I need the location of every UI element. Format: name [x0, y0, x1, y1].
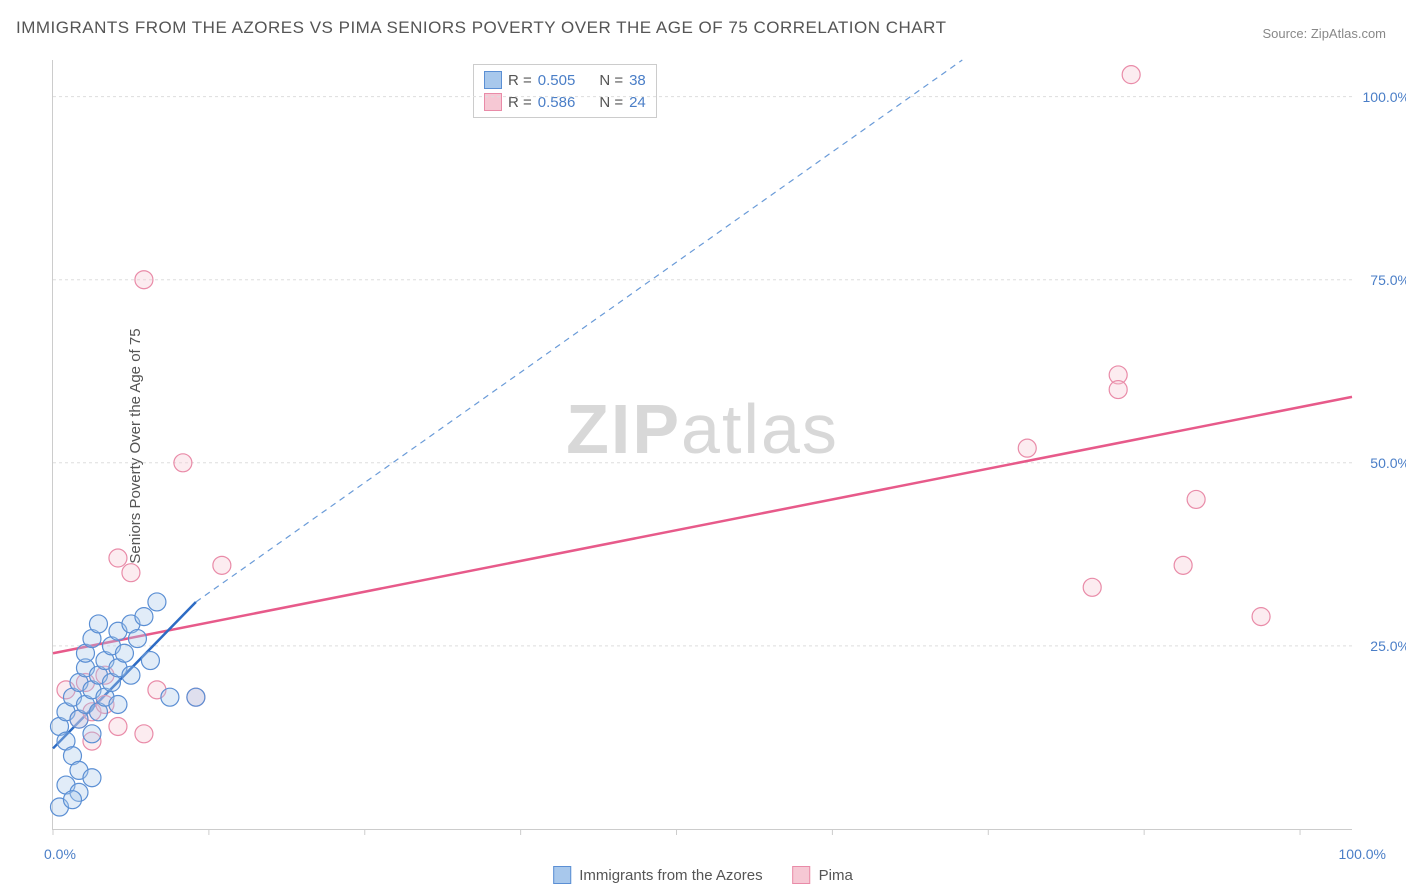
data-point-azores: [122, 666, 140, 684]
data-point-pima: [1083, 578, 1101, 596]
data-point-pima: [1018, 439, 1036, 457]
data-point-azores: [141, 652, 159, 670]
chart-title: IMMIGRANTS FROM THE AZORES VS PIMA SENIO…: [16, 18, 947, 38]
data-point-azores: [135, 608, 153, 626]
data-point-pima: [1122, 66, 1140, 84]
data-point-pima: [1187, 490, 1205, 508]
data-point-azores: [128, 630, 146, 648]
data-point-azores: [83, 725, 101, 743]
bottom-legend: Immigrants from the Azores Pima: [553, 866, 853, 884]
y-tick-label: 100.0%: [1363, 89, 1406, 105]
data-point-pima: [1252, 608, 1270, 626]
data-point-pima: [135, 271, 153, 289]
data-point-azores: [161, 688, 179, 706]
data-point-pima: [174, 454, 192, 472]
swatch-azores-icon: [553, 866, 571, 884]
y-tick-label: 75.0%: [1370, 272, 1406, 288]
swatch-pima-icon: [793, 866, 811, 884]
legend-item-azores: Immigrants from the Azores: [553, 866, 762, 884]
legend-label-pima: Pima: [819, 867, 853, 884]
x-tick-0: 0.0%: [44, 846, 76, 862]
legend-item-pima: Pima: [793, 866, 853, 884]
data-point-pima: [1174, 556, 1192, 574]
data-point-azores: [63, 791, 81, 809]
data-point-azores: [109, 695, 127, 713]
data-point-azores: [89, 615, 107, 633]
y-tick-label: 50.0%: [1370, 455, 1406, 471]
legend-label-azores: Immigrants from the Azores: [579, 867, 762, 884]
data-point-azores: [187, 688, 205, 706]
data-point-pima: [213, 556, 231, 574]
plot-area: ZIPatlas R = 0.505 N = 38 R = 0.586 N = …: [52, 60, 1352, 830]
data-point-azores: [83, 769, 101, 787]
data-point-pima: [122, 564, 140, 582]
source-label: Source: ZipAtlas.com: [1262, 26, 1386, 41]
y-tick-label: 25.0%: [1370, 638, 1406, 654]
data-point-azores: [148, 593, 166, 611]
data-point-pima: [135, 725, 153, 743]
chart-svg: [53, 60, 1352, 829]
x-tick-100: 100.0%: [1339, 846, 1386, 862]
data-point-pima: [109, 717, 127, 735]
data-point-pima: [109, 549, 127, 567]
data-point-azores: [115, 644, 133, 662]
data-point-pima: [1109, 381, 1127, 399]
